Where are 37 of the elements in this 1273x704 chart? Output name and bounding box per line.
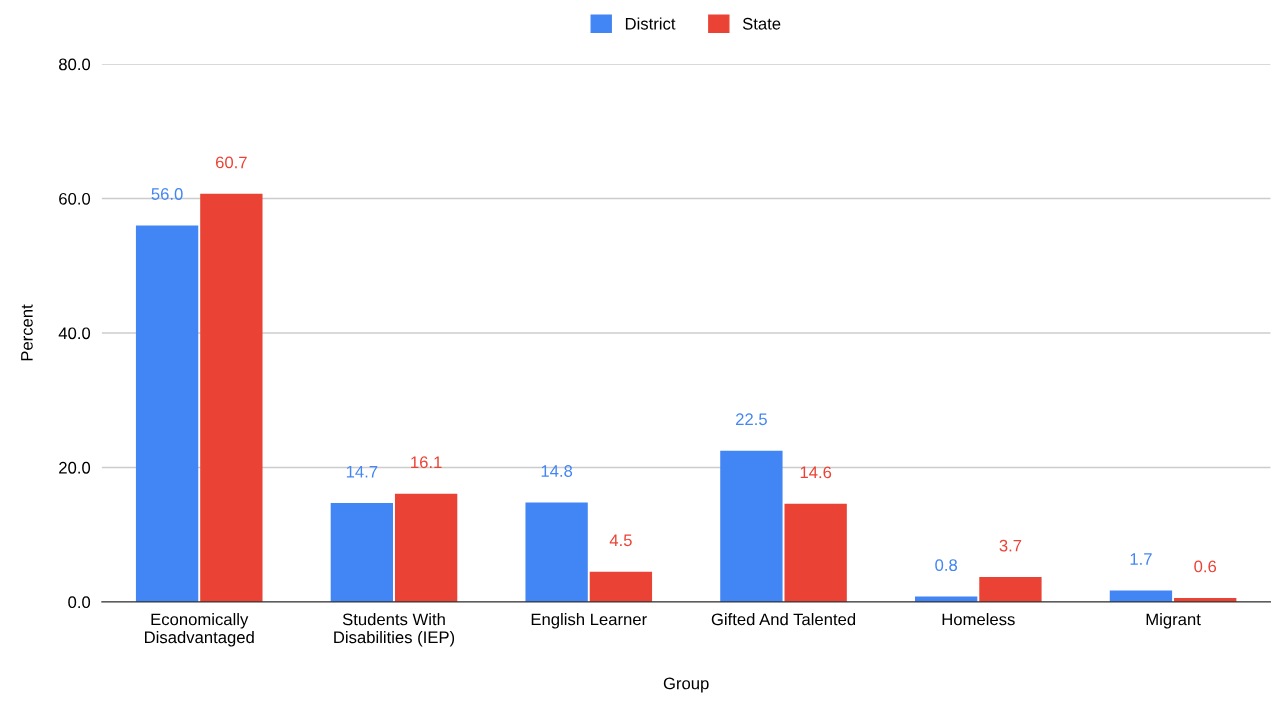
data-label: 3.7: [999, 539, 1022, 552]
y-tick-label: 0.0: [68, 596, 91, 609]
bar: [525, 502, 588, 602]
x-tick-label: Economically Disadvantaged: [145, 613, 254, 647]
legend-label: State: [742, 17, 781, 30]
data-label: 56.0: [151, 188, 183, 200]
data-label: 60.7: [215, 156, 247, 169]
data-label: 1.7: [1130, 553, 1152, 565]
bar: [330, 503, 394, 602]
x-axis-title: Group: [663, 677, 709, 693]
data-label: 22.5: [736, 413, 767, 426]
y-tick-label: 80.0: [59, 58, 91, 71]
bar: [1109, 590, 1173, 602]
data-label: 0.6: [1194, 560, 1217, 573]
x-tick-label: Students With Disabilities (IEP): [334, 613, 455, 647]
legend-label: District: [625, 17, 676, 30]
x-tick-label: English Learner: [531, 613, 647, 629]
bar: [784, 503, 847, 602]
x-tick-label: Gifted And Talented: [711, 613, 856, 626]
y-tick-label: 60.0: [59, 192, 91, 205]
y-tick-label: 20.0: [59, 461, 91, 474]
data-label: 0.8: [935, 559, 958, 572]
x-tick-label: Homeless: [942, 613, 1015, 626]
bar: [979, 577, 1042, 602]
bar: [200, 193, 263, 602]
data-label: 14.7: [346, 465, 378, 478]
y-tick-label: 40.0: [58, 327, 91, 340]
data-label: 14.8: [541, 465, 573, 477]
bar: [394, 493, 458, 602]
x-tick-label: Migrant: [1146, 613, 1201, 629]
bar: [589, 571, 653, 602]
data-label: 4.5: [609, 534, 632, 547]
data-label: 14.6: [800, 466, 832, 479]
data-label: 16.1: [411, 456, 442, 469]
bar: [720, 450, 783, 602]
bar: [135, 225, 199, 602]
y-axis-title: Percent: [21, 304, 33, 361]
